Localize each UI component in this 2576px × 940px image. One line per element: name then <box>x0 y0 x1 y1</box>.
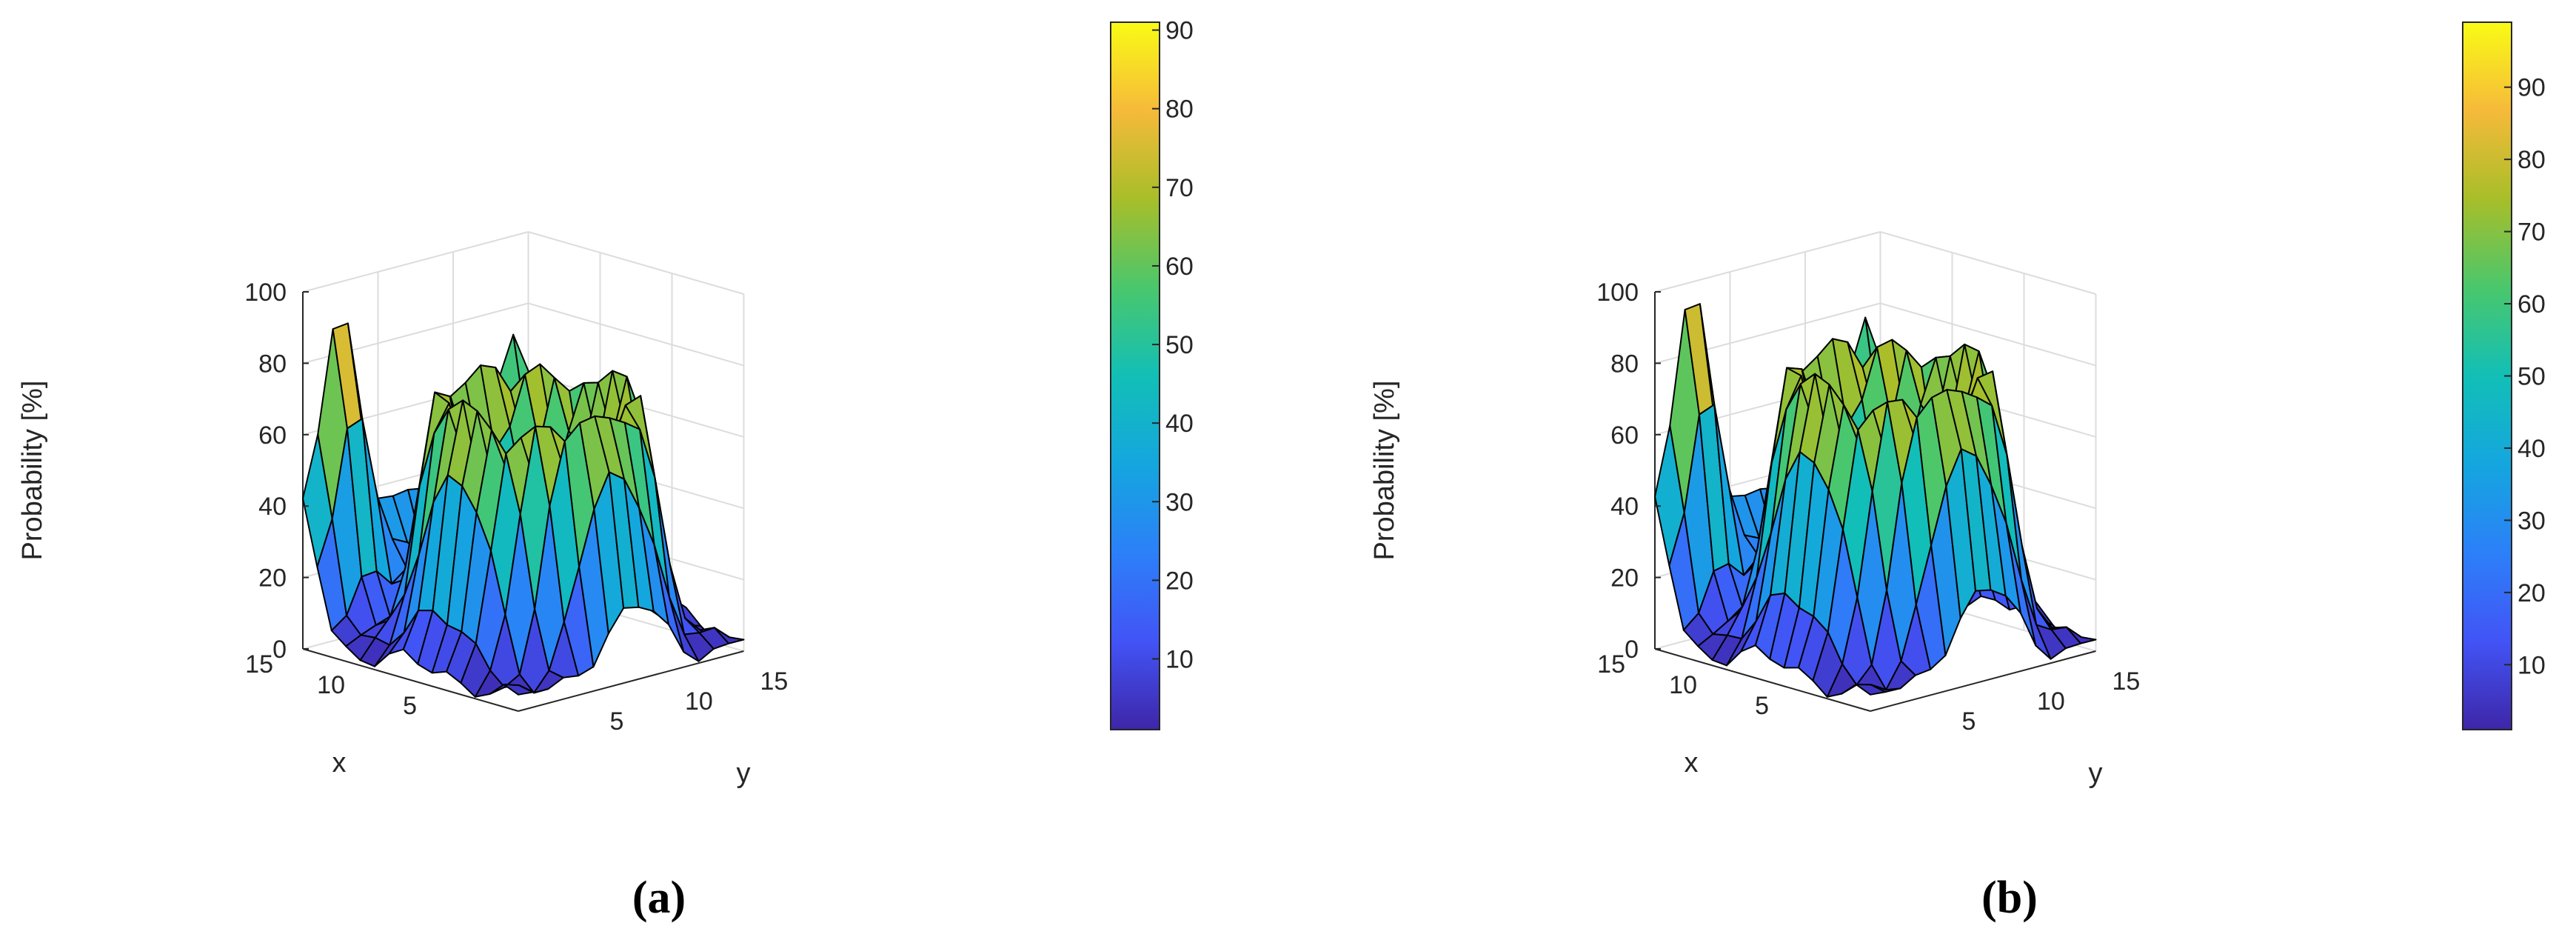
colorbar-tick-label: 90 <box>2518 74 2546 102</box>
colorbar-tick-label: 70 <box>2518 219 2546 247</box>
z-axis-label: Probability [%] <box>17 381 48 561</box>
z-tick-label: 40 <box>258 493 287 521</box>
colorbar-tick-label: 60 <box>1165 253 1194 281</box>
x-axis-label: x <box>332 747 347 779</box>
surface-mesh <box>302 322 745 698</box>
y-axis <box>1870 650 2096 712</box>
y-tick-label: 5 <box>1962 707 1976 736</box>
surface-cell <box>713 627 745 644</box>
panel-label: (a) <box>632 873 686 923</box>
grid-line <box>302 231 529 293</box>
z-tick-label: 20 <box>1610 564 1639 593</box>
z-axis-label: Probability [%] <box>1369 381 1400 561</box>
axis-ticks: 0 20 40 60 80 100 5 10 15 5 10 15 <box>1596 279 2140 736</box>
y-axis-label: y <box>737 758 751 789</box>
surface-cell <box>2065 626 2097 644</box>
colorbar-gradient <box>1110 21 1160 730</box>
colorbar-tick-label: 10 <box>1165 646 1194 674</box>
z-tick-label: 80 <box>258 350 287 378</box>
y-tick-label: 10 <box>2037 687 2065 716</box>
colorbar-gradient <box>2462 21 2512 730</box>
grid-line <box>528 302 744 367</box>
y-tick-label: 15 <box>760 667 789 696</box>
x-tick-label: 10 <box>1669 671 1697 699</box>
y-tick-label: 5 <box>610 707 624 736</box>
z-tick-label: 100 <box>1596 279 1639 307</box>
colorbar-tick-label: 40 <box>1165 410 1194 438</box>
axis-ticks: 0 20 40 60 80 100 5 10 15 5 10 15 <box>244 279 788 736</box>
colorbar-tick-label: 20 <box>1165 567 1194 595</box>
grid-line <box>1654 231 1881 293</box>
z-tick-label: 20 <box>258 564 287 593</box>
colorbar-tick-label: 50 <box>1165 331 1194 359</box>
colorbar-tick-label: 20 <box>2518 579 2546 607</box>
x-axis <box>1654 648 1871 712</box>
grid-line <box>528 231 744 295</box>
colorbar-tick-label: 80 <box>2518 146 2546 174</box>
surface-panel-b: 0 20 40 60 80 100 5 10 15 5 10 15 Probability [%] x… <box>1369 21 2546 923</box>
z-tick-label: 100 <box>244 279 287 307</box>
colorbar-tick-label: 50 <box>2518 363 2546 391</box>
colorbar-tick-label: 10 <box>2518 651 2546 679</box>
colorbar-tick-label: 40 <box>2518 435 2546 463</box>
colorbar-tick-label: 70 <box>1165 174 1194 202</box>
z-tick-label: 60 <box>1610 421 1639 450</box>
colorbar: 10 20 30 40 50 60 70 80 90 <box>2462 21 2546 730</box>
y-axis <box>518 650 744 712</box>
z-tick-label: 0 <box>272 636 287 664</box>
x-tick-label: 5 <box>403 692 417 720</box>
grid-line <box>1880 302 2096 367</box>
colorbar-tick-label: 60 <box>2518 290 2546 319</box>
grid-line <box>1880 231 2096 295</box>
colorbar-tick-label: 80 <box>1165 96 1194 124</box>
x-tick-label: 15 <box>245 650 273 679</box>
x-tick-label: 10 <box>317 671 345 699</box>
panel-label: (b) <box>1981 873 2038 923</box>
z-tick-label: 40 <box>1610 493 1639 521</box>
z-tick-label: 80 <box>1610 350 1639 378</box>
colorbar-tick-label: 30 <box>2518 507 2546 535</box>
x-tick-label: 5 <box>1755 692 1769 720</box>
colorbar-tick-label: 30 <box>1165 488 1194 516</box>
y-axis-label: y <box>2089 758 2103 789</box>
surface-mesh <box>1654 303 2097 698</box>
x-tick-label: 15 <box>1597 650 1625 679</box>
surface-panel-a: 0 20 40 60 80 100 5 10 15 5 10 15 Probability [%] x… <box>17 17 1194 923</box>
z-tick-label: 0 <box>1625 636 1639 664</box>
x-axis <box>302 648 519 712</box>
y-tick-label: 10 <box>685 687 713 716</box>
x-axis-label: x <box>1685 747 1699 779</box>
z-tick-label: 60 <box>258 421 287 450</box>
colorbar-tick-label: 90 <box>1165 17 1194 45</box>
colorbar: 10 20 30 40 50 60 70 80 90 <box>1110 17 1194 730</box>
y-tick-label: 15 <box>2112 667 2141 696</box>
